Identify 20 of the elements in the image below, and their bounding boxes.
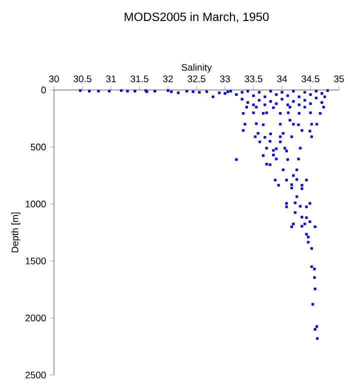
x-tick-label: 30	[49, 75, 59, 82]
x-tick-label: 35	[334, 75, 344, 82]
x-tick-label: 33.5	[244, 75, 262, 82]
y-tick-label: 1500	[26, 258, 46, 264]
x-tick-label: 31	[106, 75, 116, 82]
y-tick-label: 1000	[26, 200, 46, 208]
x-tick-label: 30.5	[74, 75, 92, 82]
x-axis-title: Salinity	[182, 64, 212, 73]
y-tick-label: 0	[41, 86, 46, 94]
y-tick-label: 2000	[26, 314, 46, 322]
y-tick-label: 500	[30, 144, 46, 150]
x-tick-label: 31.5	[130, 75, 148, 82]
x-tick-label: 34.5	[302, 75, 320, 82]
x-tick-label: 34	[277, 75, 287, 82]
y-axis-title: Depth [m]	[11, 212, 20, 252]
x-tick-label: 32.5	[188, 75, 206, 82]
y-tick-label: 2500	[26, 372, 46, 378]
x-tick-label: 33	[220, 75, 230, 82]
chart-title: MODS2005 in March, 1950	[124, 12, 269, 22]
x-tick-label: 32	[163, 75, 173, 82]
